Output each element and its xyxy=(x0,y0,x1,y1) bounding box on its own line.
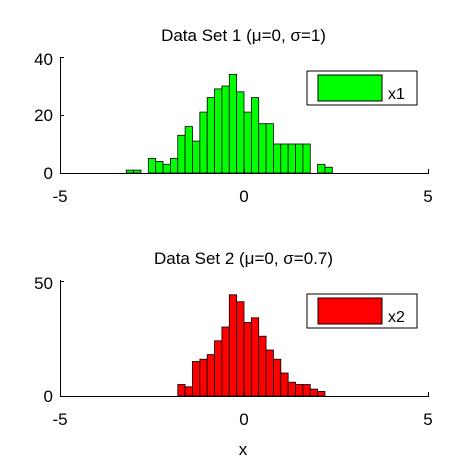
plot2-bar xyxy=(309,388,318,397)
plot1-bar xyxy=(169,158,179,174)
plot1-bar xyxy=(287,143,296,174)
plot1-bar xyxy=(133,169,142,174)
plot1-bar xyxy=(155,160,164,174)
plot2-bar xyxy=(250,317,260,397)
plot1-bar xyxy=(317,163,326,174)
plot1-bar xyxy=(192,140,201,174)
plot2-bar xyxy=(221,326,230,397)
plot2-title: Data Set 2 (μ=0, σ=0.7) xyxy=(154,249,333,268)
plot1-y-tick-label-40: 40 xyxy=(34,50,53,69)
plot2-legend-label: x2 xyxy=(388,309,405,326)
plot2-bar xyxy=(177,384,186,397)
plot2-bar xyxy=(228,294,238,397)
plot1-bar xyxy=(302,143,311,174)
plot1-bar xyxy=(236,91,245,174)
plot2-bar xyxy=(265,349,274,397)
plot1-legend-swatch xyxy=(317,74,383,102)
plot2-bar xyxy=(258,335,267,397)
plot1-x-tick-label-5: 5 xyxy=(423,187,432,206)
plot1-bar xyxy=(125,169,134,174)
plot2-axes xyxy=(60,280,429,397)
plot1-bar xyxy=(280,143,289,174)
plot2-bar xyxy=(302,384,311,397)
plot2-legend-swatch xyxy=(317,297,383,325)
plot2-x-tick-label-minus5: -5 xyxy=(52,410,67,429)
plot2-bar xyxy=(206,354,215,397)
plot2-x-axis-label: x xyxy=(239,440,248,459)
plot1-title: Data Set 1 (μ=0, σ=1) xyxy=(161,26,326,45)
plot2-y-tick-label-50: 50 xyxy=(34,274,53,293)
plot2-bar xyxy=(214,340,223,397)
plot2-x-tick-label-5: 5 xyxy=(423,410,432,429)
plot1-bar xyxy=(162,163,171,174)
histogram-plot-2: Data Set 2 (μ=0, σ=0.7) -5 0 5 0 50 x2 x xyxy=(34,249,433,459)
plot1-bar xyxy=(199,111,208,174)
plot1-bar xyxy=(258,123,267,174)
plot1-bar xyxy=(221,85,230,174)
plot2-bar xyxy=(236,301,245,397)
plot1-bar xyxy=(273,143,282,174)
plot2-bar xyxy=(317,390,326,397)
plot1-bar xyxy=(214,88,223,174)
plot2-bars xyxy=(177,294,326,397)
plot1-bar xyxy=(177,134,186,174)
plot1-y-tick-label-0: 0 xyxy=(44,164,53,183)
plot1-bar xyxy=(206,97,215,174)
plot1-bar xyxy=(228,74,238,174)
plot2-bar xyxy=(199,358,208,397)
plot2-bar xyxy=(184,386,193,397)
plot2-bar xyxy=(287,381,296,397)
plot2-bar xyxy=(273,358,282,397)
plot2-y-tick-label-0: 0 xyxy=(44,387,53,406)
plot1-bar xyxy=(324,166,333,174)
plot2-x-tick-label-0: 0 xyxy=(239,410,248,429)
plot1-legend: x1 xyxy=(306,70,418,106)
plot1-bar xyxy=(184,126,193,174)
plot2-bar xyxy=(295,384,304,397)
plot1-bar xyxy=(295,143,304,174)
plot1-legend-label: x1 xyxy=(388,86,405,103)
plot1-axes xyxy=(60,57,429,174)
plot2-legend: x2 xyxy=(306,293,418,329)
plot2-bar xyxy=(192,361,201,397)
plot1-y-tick-label-20: 20 xyxy=(34,106,53,125)
histogram-plot-1: Data Set 1 (μ=0, σ=1) -5 0 5 0 20 40 x1 xyxy=(34,26,433,206)
plot1-x-tick-label-0: 0 xyxy=(239,187,248,206)
plot1-bar xyxy=(243,111,252,174)
plot1-bars xyxy=(125,74,333,174)
plot1-bar xyxy=(147,158,157,174)
plot1-x-tick-label-minus5: -5 xyxy=(52,187,67,206)
plot2-bar xyxy=(280,372,289,397)
plot1-bar xyxy=(265,123,274,174)
plot1-bar xyxy=(250,97,260,174)
plot2-bar xyxy=(243,321,252,397)
